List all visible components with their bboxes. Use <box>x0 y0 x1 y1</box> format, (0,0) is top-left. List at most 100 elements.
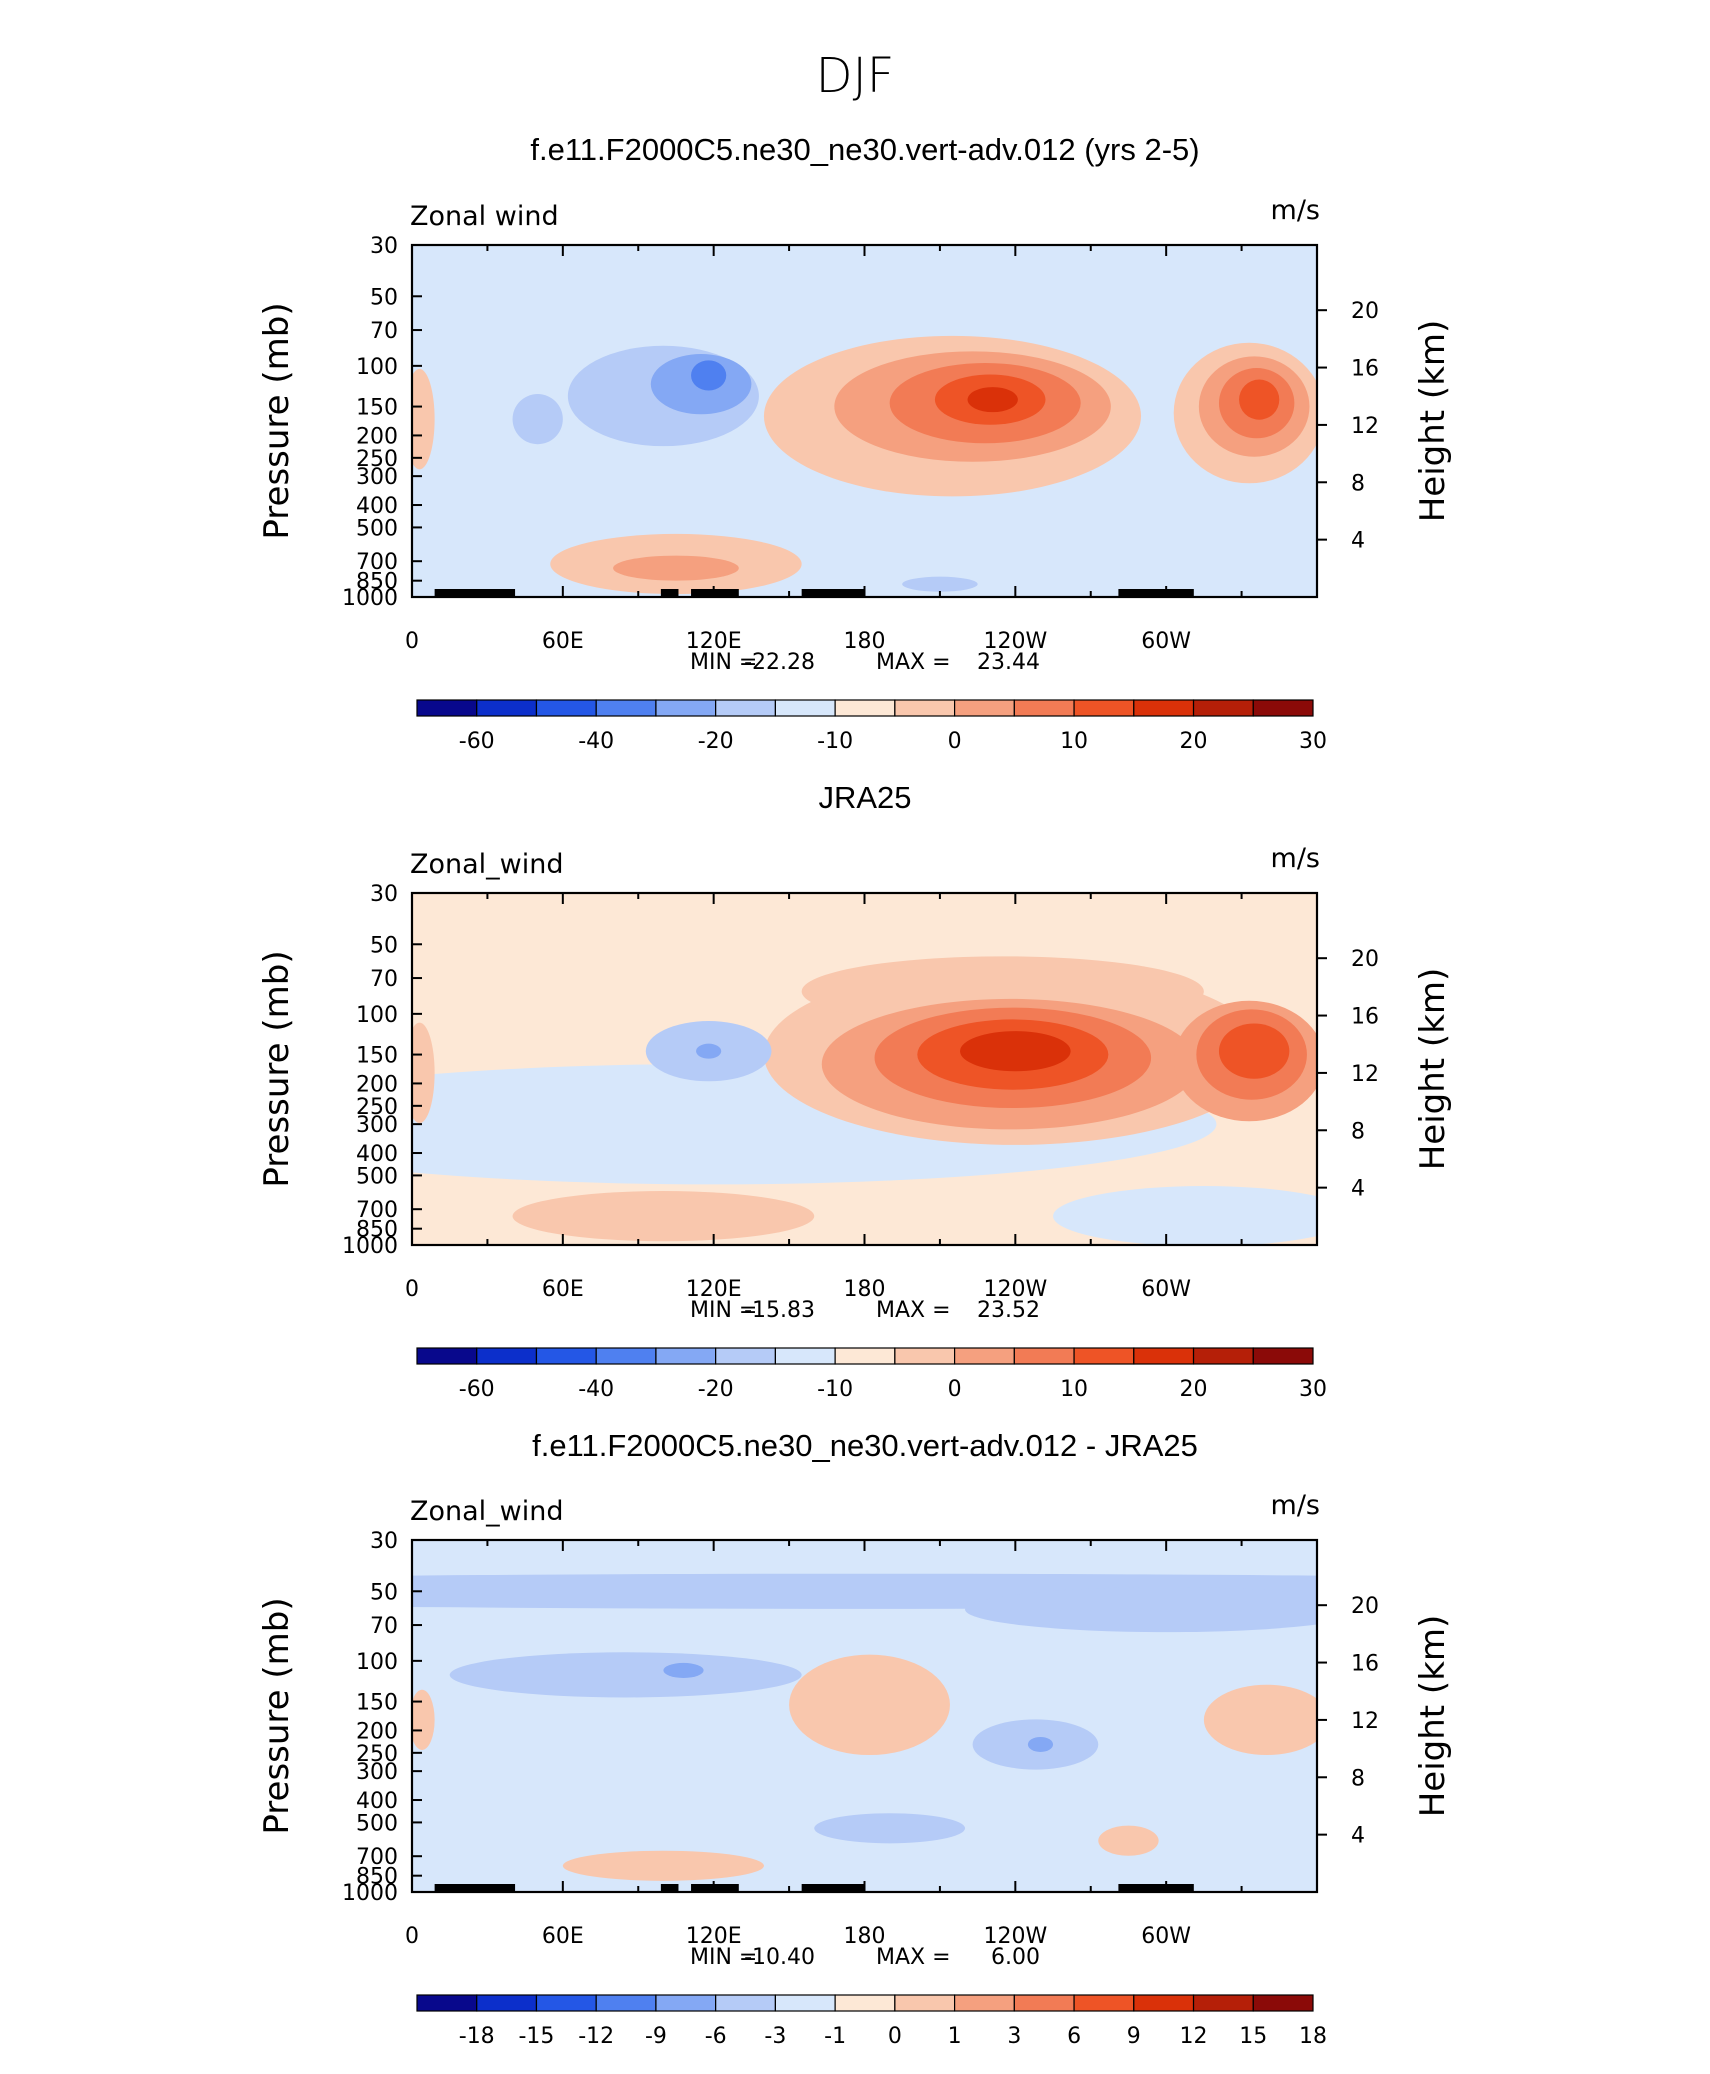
colorbar-label: -60 <box>459 729 495 754</box>
y-axis-title: Pressure (mb) <box>257 302 297 539</box>
y2-tick-label: 12 <box>1351 1709 1379 1734</box>
y-tick-label: 700 <box>356 1845 398 1870</box>
topography-block <box>691 589 739 597</box>
min-value: -10.40 <box>744 1945 815 1970</box>
y-tick-label: 150 <box>356 1044 398 1069</box>
colorbar-label: 20 <box>1180 1377 1208 1402</box>
x-tick-label: 0 <box>405 1277 419 1302</box>
y-tick-label: 850 <box>356 1218 398 1243</box>
colorbar: -60 -40 -20 -10 0 10 20 30 <box>416 1347 1327 1402</box>
colorbar-box <box>1013 1994 1075 2012</box>
y-tick-label: 400 <box>356 1142 398 1167</box>
colorbar-box <box>476 699 538 717</box>
y2-tick-label: 12 <box>1351 1062 1379 1087</box>
colorbar-box <box>595 1347 657 1365</box>
topography-block <box>660 1884 679 1892</box>
y2-axis-title: Height (km) <box>1413 320 1453 523</box>
y-tick-label: 850 <box>356 1865 398 1890</box>
max-value: 23.44 <box>977 650 1040 675</box>
y-tick-label: 50 <box>370 285 398 310</box>
max-label: MAX = <box>876 1298 951 1323</box>
max-label: MAX = <box>876 650 951 675</box>
contour-region <box>562 1850 764 1881</box>
x-tick-label: 180 <box>844 1277 886 1302</box>
x-tick-label: 120E <box>686 1277 742 1302</box>
y-tick-label: 30 <box>370 234 398 259</box>
y2-tick-label: 4 <box>1351 1824 1365 1849</box>
colorbar-label: 10 <box>1060 729 1088 754</box>
y-tick-label: 700 <box>356 550 398 575</box>
max-label: MAX = <box>876 1945 951 1970</box>
y2-tick-label: 12 <box>1351 414 1379 439</box>
colorbar-label: 10 <box>1060 1377 1088 1402</box>
x-tick-label: 120E <box>686 629 742 654</box>
variable-label: Zonal wind <box>410 201 559 232</box>
y2-tick-label: 16 <box>1351 357 1379 382</box>
colorbar-box <box>595 1994 657 2012</box>
colorbar: -18 -15 -12 -9 -6 -3 -1 0 1 3 6 9 12 15 18 <box>416 1994 1327 2049</box>
y-tick-label: 100 <box>356 1003 398 1028</box>
colorbar-box <box>715 1994 777 2012</box>
x-tick-label: 120W <box>983 629 1047 654</box>
colorbar-label: 18 <box>1299 2024 1327 2049</box>
figure-title: DJF <box>816 48 895 104</box>
colorbar-label: -40 <box>578 729 614 754</box>
colorbar-box <box>416 1994 478 2012</box>
colorbar-box <box>834 1347 896 1365</box>
colorbar-label: -9 <box>645 2024 667 2049</box>
x-tick-label: 60E <box>542 1924 584 1949</box>
colorbar-label: 30 <box>1299 729 1327 754</box>
y2-tick-label: 20 <box>1351 1594 1379 1619</box>
colorbar-label: -3 <box>764 2024 786 2049</box>
x-tick-label: 180 <box>844 629 886 654</box>
colorbar-label: 0 <box>888 2024 902 2049</box>
colorbar-label: -20 <box>698 729 734 754</box>
colorbar-label: 15 <box>1239 2024 1267 2049</box>
topography-block <box>482 589 513 597</box>
y2-tick-label: 8 <box>1351 471 1365 496</box>
y-tick-label: 150 <box>356 1691 398 1716</box>
y-tick-label: 70 <box>370 319 398 344</box>
x-tick-label: 120W <box>983 1924 1047 1949</box>
colorbar-box <box>834 699 896 717</box>
x-tick-label: 120W <box>983 1277 1047 1302</box>
contour-region <box>967 387 1018 413</box>
topography-block <box>801 1884 865 1892</box>
colorbar-box <box>894 1347 956 1365</box>
y2-tick-label: 20 <box>1351 947 1379 972</box>
min-label: MIN = <box>690 650 757 675</box>
colorbar-box <box>535 1347 597 1365</box>
colorbar-box <box>535 699 597 717</box>
x-tick-label: 60W <box>1141 1277 1191 1302</box>
y2-tick-label: 8 <box>1351 1119 1365 1144</box>
topography-block <box>1118 589 1194 597</box>
min-label: MIN = <box>690 1945 757 1970</box>
y2-axis-title: Height (km) <box>1413 1615 1453 1818</box>
y2-tick-label: 4 <box>1351 529 1365 554</box>
topography-block <box>434 1884 516 1892</box>
panel-title: JRA25 <box>818 780 911 815</box>
y-tick-label: 400 <box>356 1789 398 1814</box>
y-tick-label: 30 <box>370 882 398 907</box>
panel-title: f.e11.F2000C5.ne30_ne30.vert-adv.012 - J… <box>532 1428 1198 1463</box>
units-label: m/s <box>1271 195 1320 226</box>
colorbar-box <box>953 1347 1015 1365</box>
y-tick-label: 50 <box>370 933 398 958</box>
y2-tick-label: 4 <box>1351 1177 1365 1202</box>
contour-region <box>814 1813 966 1844</box>
colorbar-label: 0 <box>948 1377 962 1402</box>
y-axis-title: Pressure (mb) <box>257 950 297 1187</box>
panel-2: JRA25 Zonal_wind m/s 0 60E 120E 180 120W 60W 30 50… <box>257 780 1453 1402</box>
colorbar-label: -15 <box>518 2024 554 2049</box>
contour-region <box>1239 379 1280 420</box>
y-tick-label: 1000 <box>342 1881 398 1906</box>
panel-1: f.e11.F2000C5.ne30_ne30.vert-adv.012 (yr… <box>257 132 1453 754</box>
colorbar-label: -6 <box>705 2024 727 2049</box>
colorbar-box <box>953 699 1015 717</box>
x-tick-label: 60E <box>542 629 584 654</box>
colorbar-box <box>894 699 956 717</box>
y-tick-label: 1000 <box>342 586 398 611</box>
topography-block <box>434 589 516 597</box>
colorbar-box <box>774 1347 836 1365</box>
